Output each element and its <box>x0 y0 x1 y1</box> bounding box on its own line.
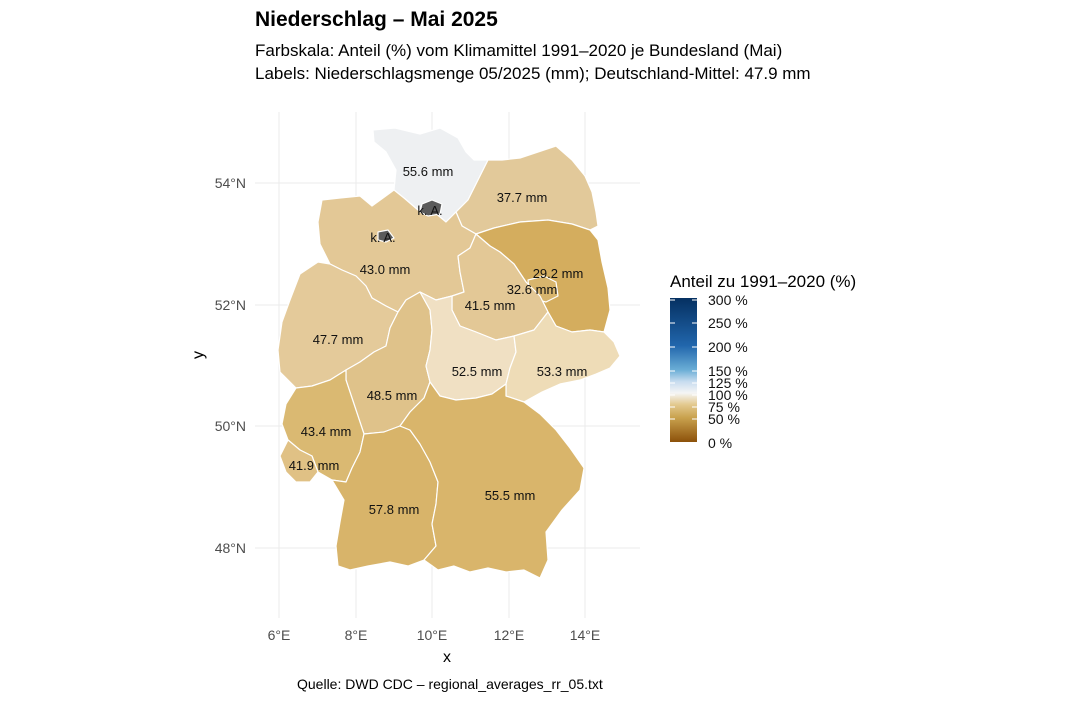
legend-label-125: 125 % <box>708 375 748 391</box>
legend-label-75: 75 % <box>708 399 740 415</box>
y-tick-labels: 48°N 50°N 52°N 54°N <box>215 175 246 556</box>
label-nordrhein-westfalen: 47.7 mm <box>313 332 364 347</box>
chart-title: Niederschlag – Mai 2025 <box>255 8 498 31</box>
label-saarland: 41.9 mm <box>289 458 340 473</box>
label-schleswig-holstein: 55.6 mm <box>403 164 454 179</box>
legend-label-100: 100 % <box>708 387 748 403</box>
legend-tick-marks <box>670 299 697 420</box>
y-tick-54n: 54°N <box>215 175 246 191</box>
state-polygons <box>277 127 621 579</box>
y-tick-52n: 52°N <box>215 297 246 313</box>
legend-label-50: 50 % <box>708 411 740 427</box>
label-hessen: 48.5 mm <box>367 388 418 403</box>
label-sachsen: 53.3 mm <box>537 364 588 379</box>
legend: Anteil zu 1991–2020 (%) 300 % 250 % 200 … <box>670 272 856 451</box>
x-axis-title: x <box>443 649 451 666</box>
legend-label-200: 200 % <box>708 339 748 355</box>
chart-subtitle-labels: Labels: Niederschlagsmenge 05/2025 (mm);… <box>255 64 811 83</box>
label-sachsen-anhalt: 41.5 mm <box>465 298 516 313</box>
label-bremen: k. A. <box>370 230 395 245</box>
legend-colorbar <box>670 298 697 442</box>
x-tick-8e: 8°E <box>345 627 368 643</box>
label-brandenburg: 29.2 mm <box>533 266 584 281</box>
x-tick-10e: 10°E <box>417 627 448 643</box>
x-tick-12e: 12°E <box>494 627 525 643</box>
label-baden-wuerttemberg: 57.8 mm <box>369 502 420 517</box>
legend-label-0: 0 % <box>708 435 732 451</box>
label-hamburg: k. A. <box>417 203 442 218</box>
label-niedersachsen: 43.0 mm <box>360 262 411 277</box>
state-hamburg <box>419 199 443 217</box>
y-axis-title: y <box>190 351 207 359</box>
x-tick-6e: 6°E <box>268 627 291 643</box>
legend-label-150: 150 % <box>708 363 748 379</box>
label-rheinland-pfalz: 43.4 mm <box>301 424 352 439</box>
chart-subtitle-colorscale: Farbskala: Anteil (%) vom Klimamittel 19… <box>255 41 783 60</box>
label-berlin: 32.6 mm <box>507 282 558 297</box>
state-bremen <box>377 229 395 243</box>
y-tick-50n: 50°N <box>215 418 246 434</box>
state-saarland <box>279 439 319 483</box>
legend-label-250: 250 % <box>708 315 748 331</box>
label-bayern: 55.5 mm <box>485 488 536 503</box>
x-tick-14e: 14°E <box>570 627 601 643</box>
legend-title: Anteil zu 1991–2020 (%) <box>670 272 856 291</box>
legend-label-300: 300 % <box>708 292 748 308</box>
source-caption: Quelle: DWD CDC – regional_averages_rr_0… <box>297 676 603 692</box>
label-mecklenburg-vorpommern: 37.7 mm <box>497 190 548 205</box>
state-bayern <box>399 381 585 579</box>
x-tick-labels: 6°E 8°E 10°E 12°E 14°E <box>268 627 601 643</box>
label-thueringen: 52.5 mm <box>452 364 503 379</box>
region-labels: 55.6 mm 37.7 mm k. A. k. A. 43.0 mm 29.2… <box>289 164 588 517</box>
y-tick-48n: 48°N <box>215 540 246 556</box>
